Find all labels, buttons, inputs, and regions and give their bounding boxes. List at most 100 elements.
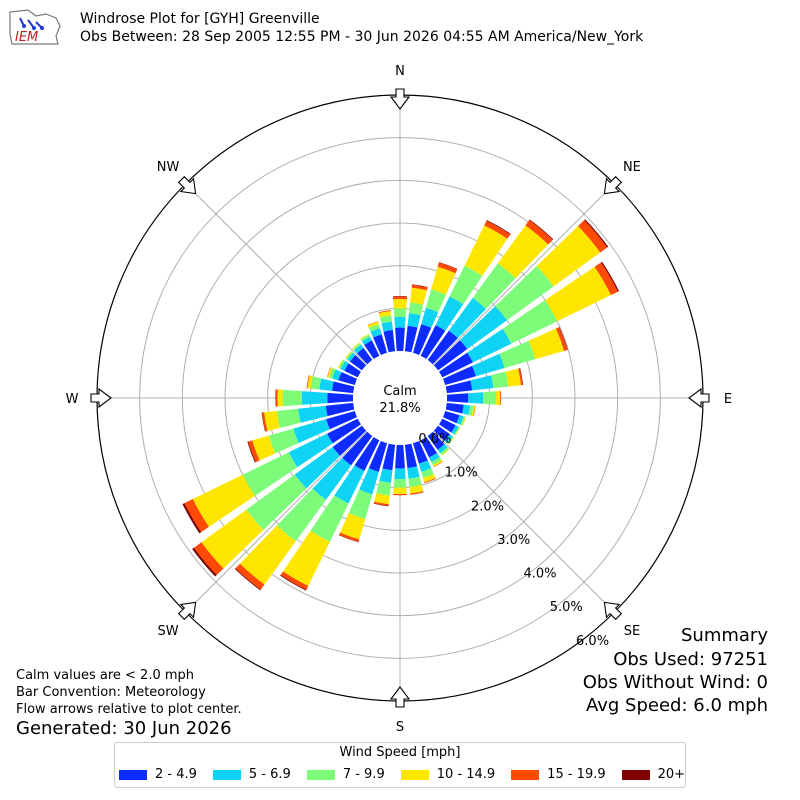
direction-label: NE bbox=[623, 160, 641, 175]
legend-label: 7 - 9.9 bbox=[342, 767, 385, 782]
wind-bar-segment bbox=[529, 219, 554, 240]
wind-bar-segment bbox=[334, 465, 365, 504]
wind-bar-segment bbox=[393, 478, 407, 488]
wind-bar-segment bbox=[327, 418, 362, 444]
wind-bar-segment bbox=[456, 415, 464, 425]
grid-spoke bbox=[432, 183, 615, 366]
wind-bar-segment bbox=[437, 444, 448, 454]
wind-bar-segment bbox=[326, 367, 331, 378]
wind-bar-segment bbox=[495, 391, 501, 405]
wind-bar-segment bbox=[392, 296, 408, 300]
wind-bar-segment bbox=[445, 380, 473, 394]
wind-bar-segment bbox=[349, 354, 367, 371]
wind-bar-segment bbox=[449, 265, 483, 305]
wind-bar-segment bbox=[376, 480, 392, 496]
wind-bar-segment bbox=[325, 402, 355, 417]
wind-bar-segment bbox=[382, 443, 396, 471]
wind-bar-segment bbox=[367, 321, 379, 326]
wind-bar-segment bbox=[360, 334, 371, 342]
wind-bar-segment bbox=[442, 365, 476, 386]
direction-arrow-icon bbox=[177, 175, 197, 195]
legend-item: 2 - 4.9 bbox=[119, 767, 197, 782]
wind-bar-segment bbox=[252, 435, 276, 461]
legend: Wind Speed [mph] 2 - 4.9 5 - 6.9 7 - 9.9 10… bbox=[114, 742, 686, 788]
wind-bar-segment bbox=[264, 410, 280, 432]
wind-bar-segment bbox=[393, 298, 407, 309]
wind-bar-segment bbox=[370, 328, 382, 338]
wind-bar-segment bbox=[440, 447, 449, 456]
wind-bar-segment bbox=[307, 375, 313, 389]
wind-bar-segment bbox=[502, 300, 558, 344]
direction-arrow-icon bbox=[603, 175, 623, 195]
wind-bar-segment bbox=[468, 392, 484, 404]
wind-bar-segment bbox=[261, 412, 266, 432]
wind-bar-segment bbox=[310, 495, 349, 542]
legend-swatch bbox=[119, 769, 147, 780]
wind-bar-segment bbox=[306, 375, 310, 389]
wind-bar-segment bbox=[454, 426, 460, 436]
wind-bar-segment bbox=[445, 402, 464, 414]
wind-bar-segment bbox=[472, 263, 516, 309]
radial-tick-label: 6.0% bbox=[576, 634, 609, 649]
legend-swatch bbox=[212, 769, 241, 780]
wind-bar-segment bbox=[327, 367, 333, 378]
wind-bar-segment bbox=[421, 468, 434, 479]
wind-bar-segment bbox=[276, 408, 301, 428]
wind-bar-segment bbox=[594, 262, 618, 296]
wind-bar-segment bbox=[239, 525, 296, 585]
wind-bar-segment bbox=[404, 443, 418, 469]
wind-bar-segment bbox=[332, 369, 342, 381]
wind-bar-segment bbox=[437, 262, 458, 274]
grid-spoke bbox=[185, 430, 368, 613]
grid-spoke bbox=[432, 430, 615, 613]
wind-bar-segment bbox=[247, 441, 256, 463]
logo-text: IEM bbox=[15, 30, 38, 45]
wind-bar-segment bbox=[431, 266, 456, 295]
wind-bar-segment bbox=[505, 368, 522, 387]
wind-bar-segment bbox=[483, 391, 497, 405]
summary-obs-without-wind: Obs Without Wind: 0 bbox=[582, 672, 768, 693]
wind-bar-segment bbox=[438, 262, 458, 270]
calm-note: Calm values are < 2.0 mph bbox=[16, 668, 195, 683]
iem-logo: IEM bbox=[9, 9, 61, 45]
wind-bar-segment bbox=[467, 328, 512, 363]
wind-bar-segment bbox=[600, 261, 620, 292]
wind-bar-segment bbox=[442, 410, 460, 424]
wind-bar-segment bbox=[412, 440, 428, 464]
wind-bar-segment bbox=[373, 501, 389, 506]
calm-percent: 21.8% bbox=[379, 401, 420, 416]
legend-label: 20+ bbox=[657, 767, 686, 782]
wind-bar-segment bbox=[497, 225, 549, 279]
wind-bar-segment bbox=[383, 330, 396, 353]
legend-label: 2 - 4.9 bbox=[155, 767, 197, 782]
wind-bar-segment bbox=[374, 493, 390, 505]
wind-bar-segment bbox=[408, 302, 424, 316]
wind-bar-segment bbox=[288, 433, 333, 468]
chart-subtitle: Obs Between: 28 Sep 2005 12:55 PM - 30 J… bbox=[80, 29, 644, 45]
wind-bar-segment bbox=[421, 307, 439, 328]
wind-bar-segment bbox=[310, 376, 322, 390]
wind-bar-segment bbox=[293, 419, 330, 444]
radial-tick-label: 1.0% bbox=[445, 466, 478, 481]
wind-bar-segment bbox=[433, 425, 451, 442]
wind-bar-segment bbox=[420, 325, 446, 360]
wind-bar-segment bbox=[462, 416, 467, 426]
wind-bar-segment bbox=[280, 574, 307, 591]
wind-bar-segment bbox=[276, 488, 326, 542]
wind-bar-segment bbox=[352, 343, 362, 351]
wind-bar-segment bbox=[340, 360, 349, 371]
generated-date: Generated: 30 Jun 2026 bbox=[16, 718, 232, 739]
wind-bar-segment bbox=[327, 392, 354, 404]
wind-bar-segment bbox=[578, 220, 608, 253]
wind-bar-segment bbox=[407, 466, 420, 479]
wind-bar-segment bbox=[326, 410, 358, 430]
legend-label: 10 - 14.9 bbox=[436, 767, 496, 782]
radial-tick-label: 0.0% bbox=[418, 432, 451, 447]
wind-bar-segment bbox=[275, 389, 278, 407]
wind-bar-segment bbox=[328, 367, 336, 379]
direction-labels: N NE E SE S SW W NW bbox=[66, 64, 733, 735]
wind-bar-segment bbox=[352, 342, 361, 350]
wind-bar-segment bbox=[431, 457, 442, 466]
wind-bar-segment bbox=[283, 530, 330, 586]
